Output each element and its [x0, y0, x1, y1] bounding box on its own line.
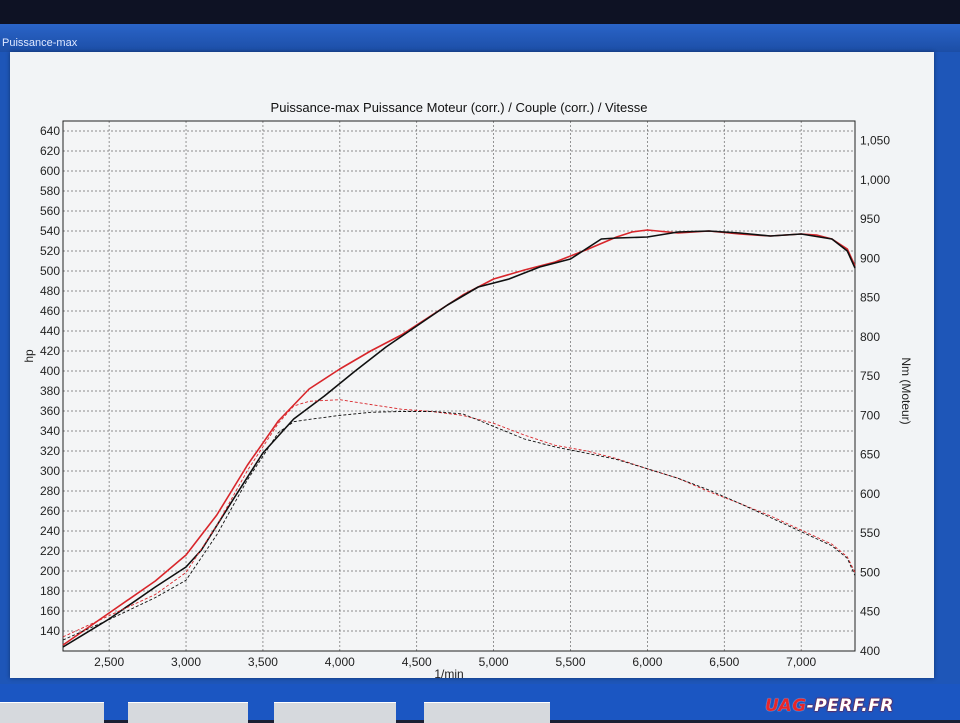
- plot-area: [63, 121, 855, 651]
- series-line-3: [62, 411, 856, 641]
- y-axis-label: hp: [22, 349, 36, 363]
- plot-border: [62, 120, 856, 652]
- y2-tick-label: 1,000: [860, 173, 890, 187]
- y-tick-label: 240: [40, 524, 60, 538]
- y-tick-label: 460: [40, 304, 60, 318]
- y2-tick-label: 650: [860, 448, 880, 462]
- y-tick-label: 640: [40, 124, 60, 138]
- x-tick-label: 6,000: [632, 655, 662, 669]
- y-tick-label: 580: [40, 184, 60, 198]
- watermark-suffix: -PERF.FR: [806, 696, 894, 716]
- dyno-chart: Puissance-max Puissance Moteur (corr.) /…: [22, 100, 913, 678]
- x-axis-label: 1/min: [434, 667, 463, 678]
- y2-tick-label: 550: [860, 526, 880, 540]
- screen-bezel: [0, 0, 960, 24]
- chart-title: Puissance-max Puissance Moteur (corr.) /…: [271, 100, 648, 115]
- y-tick-label: 520: [40, 244, 60, 258]
- y2-tick-label: 800: [860, 330, 880, 344]
- y-tick-label: 540: [40, 224, 60, 238]
- y-tick-label: 360: [40, 404, 60, 418]
- y2-axis-label: Nm (Moteur): [899, 357, 913, 424]
- x-tick-label: 4,500: [402, 655, 432, 669]
- app-window: Puissance-max Puissance-max Puissance Mo…: [0, 24, 960, 720]
- y-tick-label: 440: [40, 324, 60, 338]
- site-watermark: UAG-PERF.FR: [765, 696, 894, 716]
- y-tick-label: 620: [40, 144, 60, 158]
- y-tick-label: 320: [40, 444, 60, 458]
- y-tick-label: 340: [40, 424, 60, 438]
- chart-panel: Puissance-max Puissance Moteur (corr.) /…: [10, 52, 934, 678]
- taskbar-button[interactable]: [128, 702, 248, 723]
- y-tick-label: 560: [40, 204, 60, 218]
- taskbar-button[interactable]: [424, 702, 550, 723]
- x-tick-label: 5,000: [479, 655, 509, 669]
- y-tick-label: 480: [40, 284, 60, 298]
- y-tick-label: 300: [40, 464, 60, 478]
- y2-tick-label: 1,050: [860, 134, 890, 148]
- y2-tick-label: 900: [860, 251, 880, 265]
- y-tick-label: 260: [40, 504, 60, 518]
- x-tick-label: 5,500: [555, 655, 585, 669]
- y-tick-label: 400: [40, 364, 60, 378]
- y-tick-label: 180: [40, 584, 60, 598]
- taskbar-button[interactable]: [274, 702, 396, 723]
- y-tick-label: 500: [40, 264, 60, 278]
- y-tick-label: 280: [40, 484, 60, 498]
- x-tick-label: 4,000: [325, 655, 355, 669]
- y2-tick-label: 500: [860, 565, 880, 579]
- y2-tick-label: 700: [860, 408, 880, 422]
- y-tick-label: 420: [40, 344, 60, 358]
- y-tick-label: 600: [40, 164, 60, 178]
- y-tick-label: 220: [40, 544, 60, 558]
- x-tick-label: 3,000: [171, 655, 201, 669]
- series-line-2: [62, 399, 856, 638]
- y2-tick-label: 400: [860, 644, 880, 658]
- y-tick-label: 160: [40, 604, 60, 618]
- x-tick-label: 2,500: [94, 655, 124, 669]
- y2-tick-label: 750: [860, 369, 880, 383]
- y2-tick-label: 600: [860, 487, 880, 501]
- y-tick-label: 200: [40, 564, 60, 578]
- window-titlebar[interactable]: Puissance-max: [0, 24, 960, 52]
- y-tick-label: 380: [40, 384, 60, 398]
- x-tick-label: 7,000: [786, 655, 816, 669]
- window-title: Puissance-max: [2, 37, 78, 49]
- y2-tick-label: 950: [860, 212, 880, 226]
- y2-tick-label: 850: [860, 291, 880, 305]
- y-tick-label: 140: [40, 624, 60, 638]
- x-tick-label: 6,500: [709, 655, 739, 669]
- y2-tick-label: 450: [860, 605, 880, 619]
- watermark-prefix: UAG: [765, 696, 807, 716]
- x-tick-label: 3,500: [248, 655, 278, 669]
- taskbar-button[interactable]: [0, 702, 104, 723]
